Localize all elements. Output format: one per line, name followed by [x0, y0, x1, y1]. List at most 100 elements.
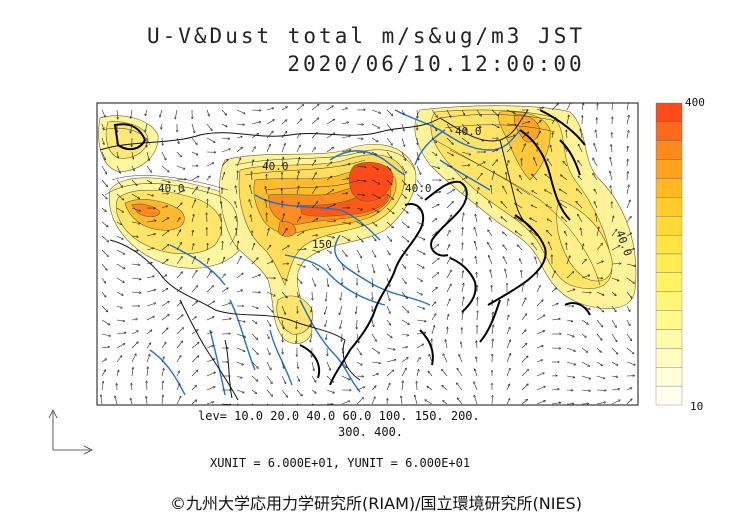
wind-vector [534, 158, 538, 167]
wind-vector [401, 347, 407, 348]
wind-vector [296, 134, 300, 139]
wind-vector [132, 368, 133, 377]
wind-vector [476, 188, 479, 195]
wind-vector [176, 356, 181, 363]
wind-vector [221, 303, 230, 307]
wind-vector [311, 118, 319, 125]
wind-vector [531, 205, 538, 209]
wind-vector [146, 343, 151, 349]
wind-vector [416, 235, 425, 240]
wind-vector [161, 328, 168, 335]
wind-vector [546, 205, 553, 209]
wind-vector [431, 123, 437, 131]
wind-vector [386, 193, 393, 199]
wind-vector [146, 193, 153, 196]
wind-vector [206, 187, 209, 195]
wind-vector [131, 123, 133, 133]
wind-vector [476, 174, 482, 181]
wind-vector [116, 344, 125, 349]
wind-vector [281, 120, 287, 125]
wind-vector [296, 119, 302, 125]
wind-vector [506, 399, 510, 405]
wind-vector [530, 218, 538, 223]
wind-vector [611, 216, 614, 223]
wind-vector [566, 333, 574, 337]
wind-vector [474, 228, 478, 237]
wind-vector [386, 221, 393, 228]
wind-vector [551, 319, 560, 321]
wind-vector [566, 272, 574, 279]
wind-vector [341, 221, 351, 224]
wind-vector [536, 286, 540, 293]
wind-vector [537, 273, 538, 279]
wind-vector [146, 234, 155, 237]
wind-vector [176, 341, 183, 349]
wind-vector [131, 236, 138, 237]
wind-vector [116, 235, 123, 239]
wind-vector [101, 319, 110, 325]
wind-vector [626, 291, 632, 298]
wind-vector [296, 277, 302, 283]
wind-vector [206, 163, 214, 167]
wind-vector [506, 135, 515, 139]
wind-vector [206, 317, 214, 321]
wind-vector [581, 104, 583, 111]
wind-vector [489, 218, 493, 223]
wind-vector [416, 319, 426, 321]
wind-vector [521, 384, 528, 391]
wind-vector [356, 193, 364, 195]
wind-vector [461, 137, 469, 143]
contour-label: 40.0 [455, 125, 482, 138]
wind-vector [371, 397, 375, 405]
wind-vector [341, 164, 350, 167]
wind-vector [191, 356, 199, 363]
wind-vector [251, 319, 257, 323]
map-title-line1: U-V&Dust total m/s&ug/m3 JST [146, 24, 585, 48]
wind-vector [176, 203, 182, 209]
wind-vector [116, 179, 122, 187]
wind-vector [371, 333, 376, 341]
wind-vector [431, 245, 438, 251]
wind-vector [281, 319, 284, 329]
wind-vector [416, 369, 419, 377]
wind-vector [559, 189, 568, 195]
wind-vector [249, 200, 253, 209]
wind-vector [221, 288, 228, 293]
wind-vector [297, 305, 298, 313]
wind-vector [356, 291, 357, 297]
wind-vector [416, 291, 422, 295]
colorbar-swatch [655, 140, 683, 160]
wind-vector [521, 330, 526, 335]
wind-vector [296, 202, 299, 209]
wind-vector [176, 396, 181, 405]
wind-vector [547, 159, 553, 167]
wind-vector [521, 122, 530, 125]
wind-vector [176, 328, 183, 335]
wind-vector [547, 231, 553, 237]
wind-vector [446, 340, 448, 349]
wind-vector [236, 109, 245, 114]
wind-vector [626, 361, 635, 365]
wind-vector [176, 137, 179, 143]
colorbar-swatch [655, 310, 683, 330]
wind-vector [580, 129, 583, 139]
wind-vector [311, 202, 318, 209]
wind-vector [356, 347, 361, 355]
wind-vector [611, 400, 620, 405]
wind-vector [371, 361, 380, 363]
wind-vector [566, 256, 570, 265]
wind-vector [517, 189, 523, 195]
wind-vector [281, 107, 287, 111]
wind-vector [521, 400, 527, 405]
wind-vector [251, 333, 258, 339]
wind-vector [578, 144, 583, 153]
wind-vector [416, 305, 424, 309]
wind-vector [101, 305, 108, 312]
wind-vector [489, 201, 493, 209]
wind-vector [386, 109, 393, 115]
wind-vector [578, 176, 583, 181]
wind-vector [191, 343, 199, 349]
wind-vector [550, 145, 553, 153]
wind-vector [536, 331, 545, 335]
wind-vector [131, 207, 140, 211]
